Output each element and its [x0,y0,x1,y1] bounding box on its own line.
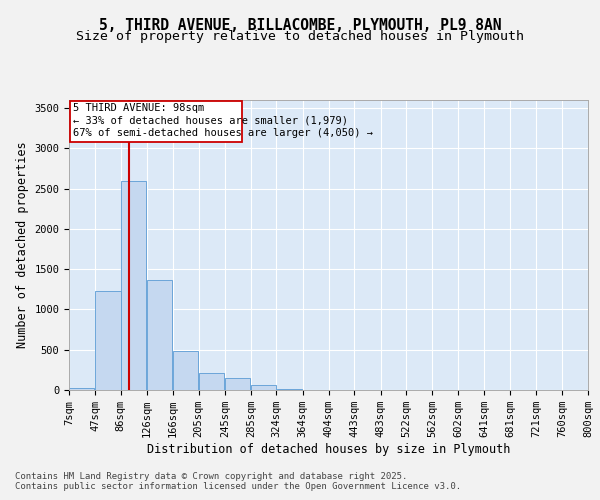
Text: 5, THIRD AVENUE, BILLACOMBE, PLYMOUTH, PL9 8AN: 5, THIRD AVENUE, BILLACOMBE, PLYMOUTH, P… [99,18,501,32]
Text: Contains public sector information licensed under the Open Government Licence v3: Contains public sector information licen… [15,482,461,491]
Bar [95,291,121,390]
Bar [147,280,172,390]
Text: Size of property relative to detached houses in Plymouth: Size of property relative to detached ho… [76,30,524,43]
Bar [70,101,242,142]
Text: ← 33% of detached houses are smaller (1,979): ← 33% of detached houses are smaller (1,… [73,116,348,126]
Bar [69,388,94,390]
Bar [277,389,302,390]
Text: Contains HM Land Registry data © Crown copyright and database right 2025.: Contains HM Land Registry data © Crown c… [15,472,407,481]
Y-axis label: Number of detached properties: Number of detached properties [16,142,29,348]
Bar [173,350,199,390]
Bar [225,378,250,390]
Text: 67% of semi-detached houses are larger (4,050) →: 67% of semi-detached houses are larger (… [73,128,373,138]
Bar [121,180,146,390]
Bar [251,385,277,390]
X-axis label: Distribution of detached houses by size in Plymouth: Distribution of detached houses by size … [147,443,510,456]
Text: 5 THIRD AVENUE: 98sqm: 5 THIRD AVENUE: 98sqm [73,103,204,113]
Bar [199,373,224,390]
